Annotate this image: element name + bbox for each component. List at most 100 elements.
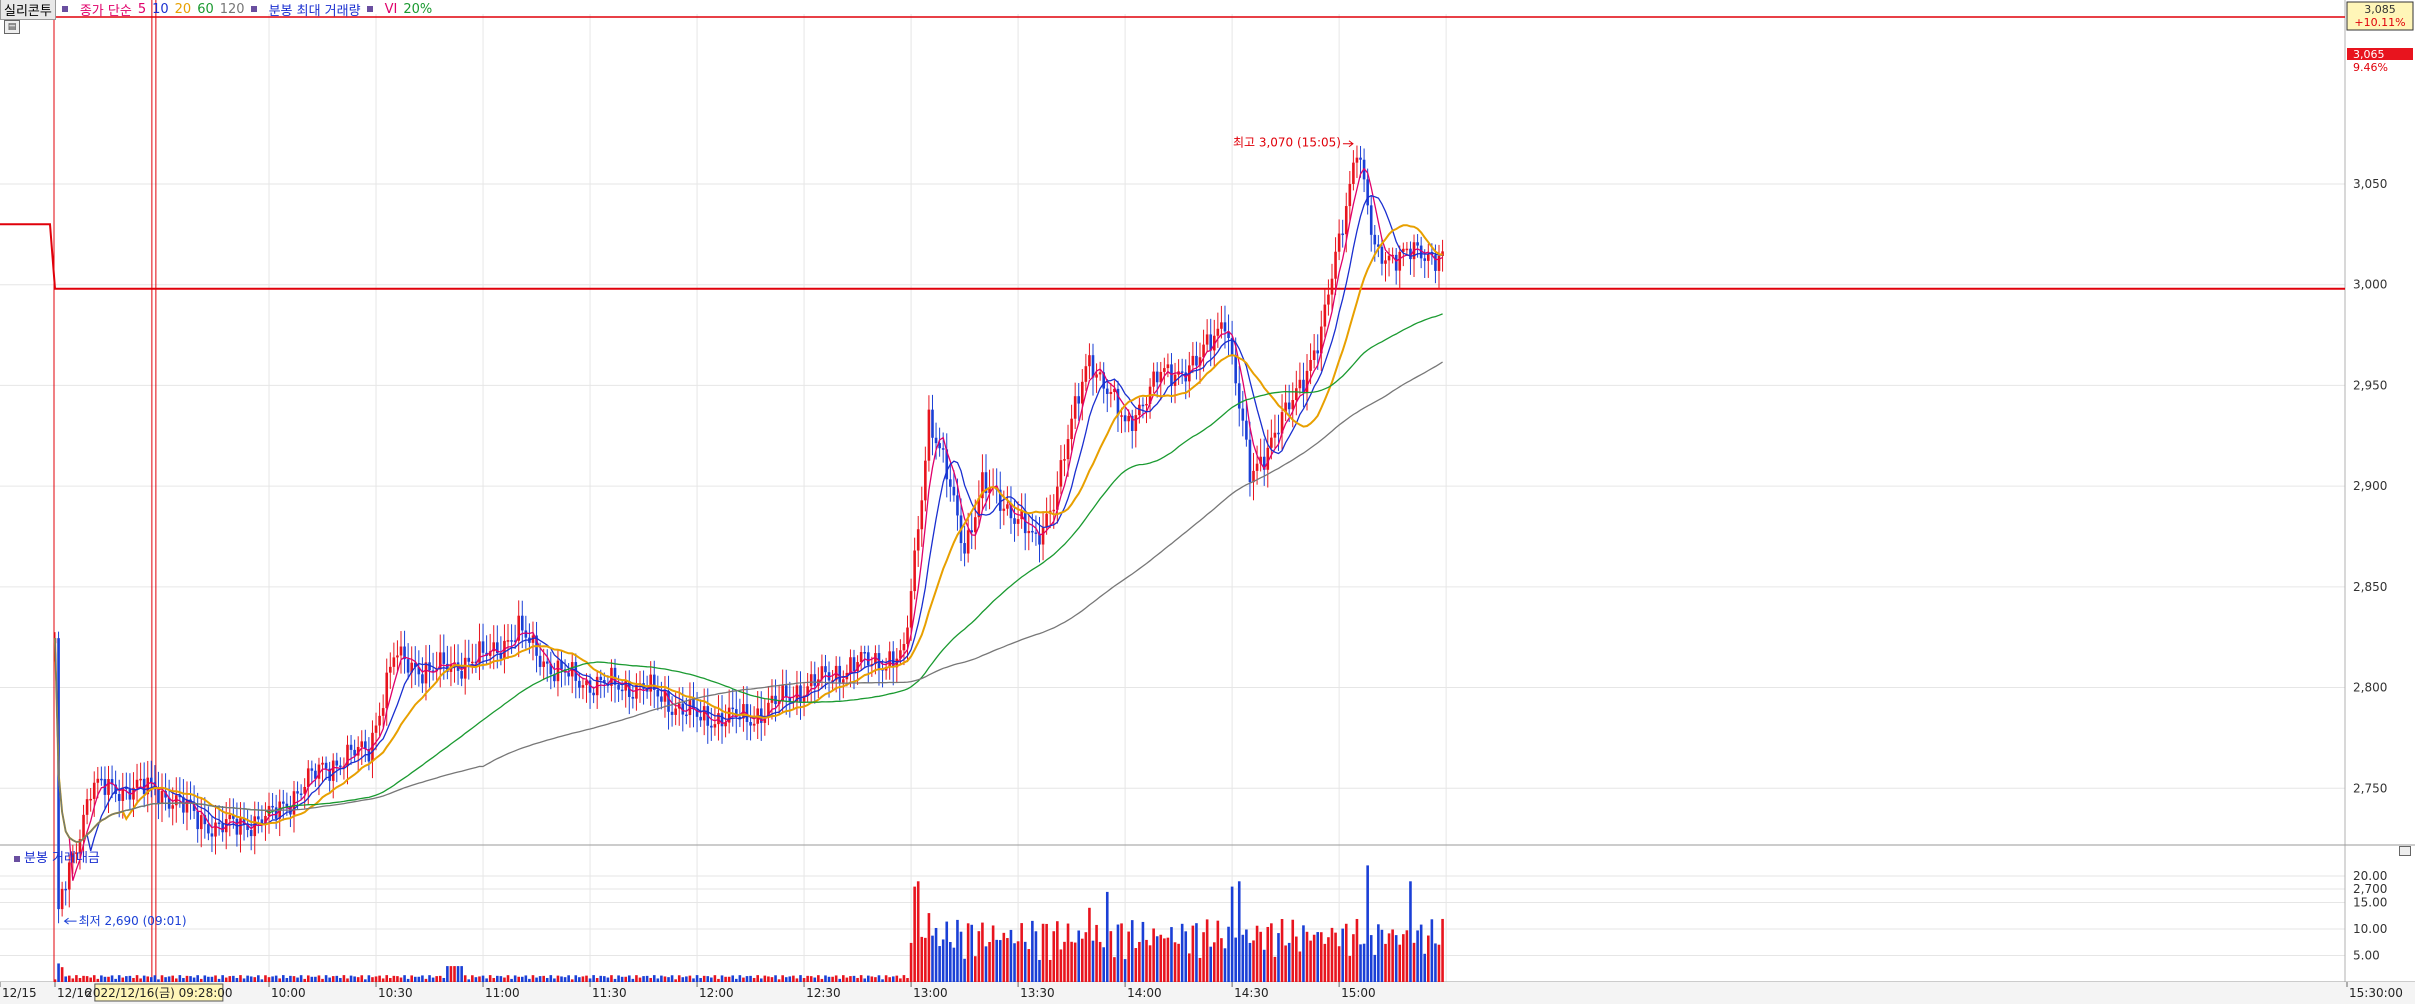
volume-bar [1234,937,1237,982]
candle-body [1237,383,1241,409]
candle-body [1230,338,1234,355]
volume-bar [624,976,628,982]
volume-bar [1209,946,1213,982]
candle-body [738,716,742,719]
candle-body [1255,463,1259,471]
candle-body [549,663,553,675]
volume-bar [1262,949,1266,982]
volume-bar [1006,938,1009,982]
candle-body [938,443,941,449]
volume-bar [585,975,588,982]
candle-body [428,662,431,671]
candle-body [107,779,110,795]
volume-bar [431,977,435,982]
candle-body [624,681,628,691]
candle-body [150,777,153,783]
volume-bar [89,977,92,982]
volume-bar [374,976,378,982]
volume-bar [881,979,884,982]
volume-bar [991,925,995,982]
volume-bar [121,977,125,982]
candle-body [1163,368,1166,372]
volume-bar [963,958,966,982]
candle-body [1291,400,1295,410]
volume-bar [792,975,795,982]
candle-body [1191,355,1195,366]
volume-bar [692,978,695,982]
candle-body [945,449,949,480]
volume-bar [292,976,296,982]
candle-body [988,487,991,494]
vi-label[interactable]: VI [384,1,398,17]
volume-bar [685,976,688,982]
volume-bar [492,978,496,982]
ma-120[interactable]: 120 [219,1,245,17]
vi-value[interactable]: 20% [403,1,433,17]
candle-body [324,762,328,769]
volume-bar [1216,920,1220,982]
candle-body [199,815,203,830]
candle-body [75,852,78,854]
high-arrow-icon [1342,140,1354,148]
volume-bar [899,978,902,982]
volume-bar [75,975,78,982]
candle-body [1098,372,1102,375]
candle-body [710,725,713,728]
ma-60[interactable]: 60 [197,1,214,17]
volume-bar [984,946,988,982]
candle-body [328,768,331,781]
candle-body [1041,527,1045,545]
candle-body [1369,205,1373,235]
volume-bar [107,976,110,982]
volume-bar [1330,927,1334,982]
volume-bar [399,977,403,982]
candle-body [1166,364,1170,369]
volume-bar [738,975,742,982]
volume-bar [1237,881,1241,982]
volume-bar [681,977,685,982]
ma-type-label[interactable]: 종가 단순 [79,3,132,19]
candle-body [1380,246,1384,264]
candle-body [531,635,535,643]
volume-bar [795,978,799,982]
cursor-time-badge [94,983,224,1002]
volume-bar [977,931,981,982]
volume-bar [135,975,139,982]
candles-group [53,145,1444,924]
volume-bar [125,976,128,982]
volume-label[interactable]: 분봉 최대 거래량 [268,3,361,19]
volume-bar [553,978,556,982]
volume-bar [499,976,503,982]
volume-bar [1434,943,1437,982]
volume-bar [146,976,150,982]
volume-bar [838,978,842,982]
candle-body [1016,519,1020,524]
candle-body [210,833,214,837]
candle-body [1120,415,1123,417]
candle-body [788,697,792,702]
stock-name[interactable]: 실리콘투 [0,0,56,20]
candle-body [859,652,863,663]
volume-bar [588,978,592,982]
candle-body [132,787,135,800]
panel-resize-icon[interactable] [2399,846,2411,856]
candle-body [1280,412,1284,434]
ma-20[interactable]: 20 [174,1,192,17]
volume-bar [702,975,706,982]
volume-bar [85,976,89,982]
candle-body [866,652,870,666]
candle-body [321,762,324,765]
ma-5[interactable]: 5 [137,1,147,17]
volume-bar [1120,923,1123,982]
volume-bar [699,978,702,982]
candle-body [713,724,717,728]
volume-bar [520,976,524,982]
candle-body [185,799,189,813]
ma-10[interactable]: 10 [152,1,169,17]
volume-bar [1334,932,1337,982]
volume-bar [1020,923,1023,982]
toolbar-icon[interactable]: ▤ [4,20,20,34]
candle-body [1387,255,1391,261]
volume-bar [224,977,228,982]
